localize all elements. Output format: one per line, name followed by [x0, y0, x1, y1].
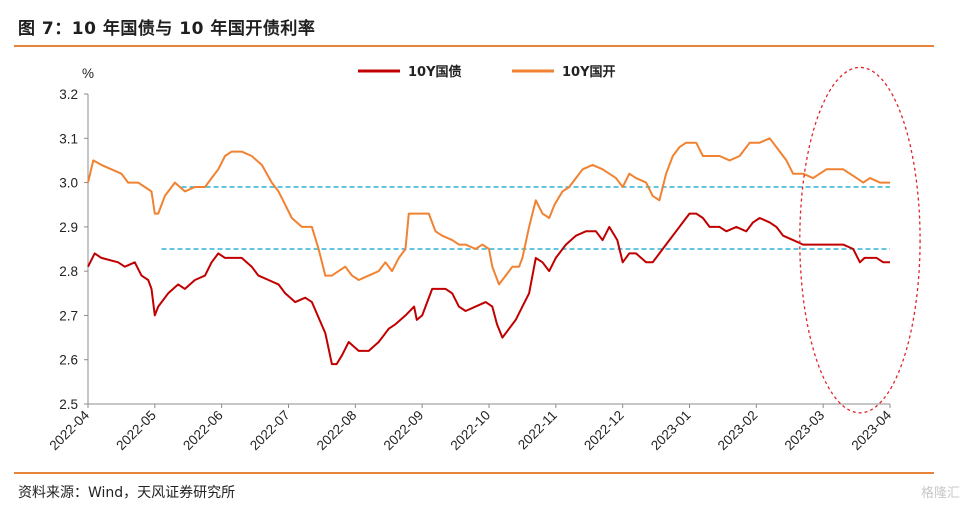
- x-tick-label: 2022-07: [247, 408, 293, 454]
- y-tick-label: 2.8: [59, 264, 78, 279]
- chart-legend: 10Y国债 10Y国开: [358, 64, 616, 80]
- series-group: [87, 137, 890, 366]
- x-tick-label: 2023-02: [715, 408, 761, 454]
- x-tick-label: 2022-09: [381, 408, 427, 454]
- y-tick-label: 2.5: [59, 397, 78, 412]
- x-tick-label: 2022-12: [581, 408, 627, 454]
- series-line-cdb: [87, 137, 890, 286]
- x-tick-label: 2023-01: [648, 408, 694, 454]
- chart-title: 图 7：10 年国债与 10 年国开债利率: [18, 19, 316, 39]
- highlight-group: [799, 66, 921, 414]
- chart-axes: 2.5 2.6 2.7 2.8 2.9 3.0 3.1 3.2% 2022-04 2022-05 2…: [46, 66, 894, 453]
- y-tick-label: 2.9: [59, 220, 78, 235]
- legend-label: 10Y国债: [408, 64, 462, 80]
- y-tick-label: 3.2: [59, 87, 78, 102]
- reference-lines: [161, 186, 890, 250]
- x-tick-label: 2022-05: [113, 408, 159, 454]
- series-line-gov: [87, 212, 890, 366]
- header-divider: [14, 45, 934, 47]
- x-tick-label: 2023-03: [782, 408, 828, 454]
- footer-divider: [14, 472, 934, 474]
- x-tick-label: 2022-04: [46, 407, 92, 453]
- x-tick-label: 2022-08: [314, 408, 360, 454]
- x-tick-label: 2022-11: [515, 408, 560, 453]
- watermark-logo: 格隆汇: [920, 486, 960, 501]
- x-tick-label: 2023-04: [848, 407, 894, 453]
- x-tick-label: 2022-06: [180, 408, 226, 454]
- y-tick-label: 3.0: [59, 176, 78, 191]
- legend-label: 10Y国开: [562, 65, 616, 80]
- x-tick-label: 2022-10: [447, 408, 493, 454]
- y-tick-label: 2.7: [59, 308, 78, 323]
- y-tick-label: 2.6: [59, 353, 78, 368]
- source-note: 资料来源：Wind，天风证券研究所: [18, 485, 236, 501]
- y-tick-label: 3.1: [59, 131, 78, 146]
- y-axis-unit: %: [82, 66, 94, 81]
- highlight-ellipse: [799, 66, 921, 414]
